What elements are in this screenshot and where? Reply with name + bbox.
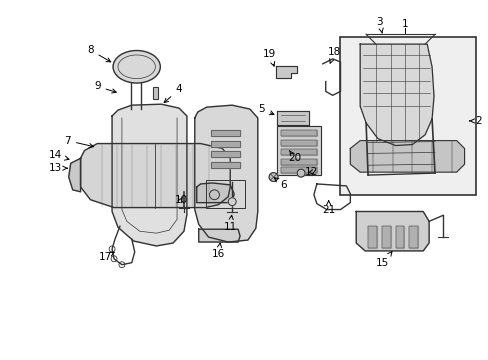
Text: 7: 7 [64, 136, 93, 148]
Circle shape [228, 198, 236, 206]
Text: 8: 8 [87, 45, 110, 62]
Polygon shape [194, 105, 257, 242]
Bar [277, 126, 320, 175]
Text: 9: 9 [94, 81, 116, 93]
Bar [281, 149, 316, 156]
Bar [153, 87, 158, 99]
Bar [367, 226, 376, 248]
Bar [395, 226, 404, 248]
Text: 6: 6 [274, 178, 286, 190]
Bar [277, 126, 320, 175]
Bar [205, 180, 244, 208]
Bar [281, 130, 316, 136]
Ellipse shape [113, 50, 160, 83]
Bar [281, 149, 316, 156]
Polygon shape [196, 183, 234, 203]
Bar [281, 159, 316, 165]
Text: 16: 16 [211, 243, 224, 259]
Bar [281, 140, 316, 145]
Polygon shape [275, 66, 297, 78]
Text: 20: 20 [288, 150, 301, 163]
Bar [281, 130, 316, 136]
Bar [281, 167, 316, 173]
Text: 4: 4 [164, 84, 182, 103]
Bar [381, 226, 390, 248]
Circle shape [268, 172, 277, 181]
Bar [153, 87, 158, 99]
Bar [281, 159, 316, 165]
Text: 3: 3 [376, 18, 383, 33]
Text: 10: 10 [174, 195, 187, 205]
Text: 15: 15 [375, 252, 391, 268]
Polygon shape [198, 229, 240, 242]
Bar [210, 130, 240, 136]
Bar [210, 152, 240, 157]
Bar [210, 162, 240, 168]
Text: 2: 2 [468, 116, 481, 126]
Bar [367, 226, 376, 248]
Circle shape [297, 169, 305, 177]
Text: 1: 1 [401, 19, 408, 30]
Polygon shape [356, 212, 428, 251]
Bar [210, 130, 240, 136]
Polygon shape [277, 111, 308, 125]
Bar [210, 141, 240, 147]
Bar [210, 141, 240, 147]
Text: 13: 13 [48, 163, 67, 173]
Bar [281, 140, 316, 145]
Text: 19: 19 [263, 49, 276, 66]
Polygon shape [349, 141, 464, 172]
Text: 11: 11 [223, 215, 236, 232]
Polygon shape [69, 158, 81, 192]
Bar [210, 152, 240, 157]
Bar [340, 37, 475, 195]
Text: 12: 12 [304, 167, 317, 177]
Polygon shape [112, 104, 186, 246]
Bar [210, 162, 240, 168]
Text: 17: 17 [99, 252, 114, 262]
Bar [408, 226, 417, 248]
Polygon shape [360, 44, 433, 145]
Bar [281, 167, 316, 173]
Bar [395, 226, 404, 248]
Bar [381, 226, 390, 248]
Text: 18: 18 [327, 47, 341, 63]
Text: 5: 5 [258, 104, 273, 115]
Text: 14: 14 [48, 150, 69, 161]
Bar [408, 226, 417, 248]
Text: 21: 21 [322, 201, 335, 215]
Polygon shape [81, 144, 230, 208]
